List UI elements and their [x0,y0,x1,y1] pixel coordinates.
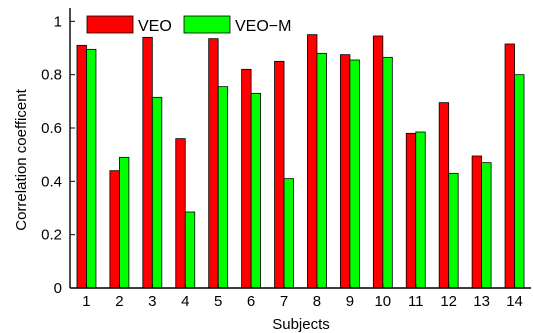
bar-veo-subject-8 [307,34,318,289]
x-tick-label: 5 [214,293,222,310]
legend-label-veo: VEO [138,18,172,35]
bar-veo-m-subject-3 [151,96,163,289]
bar-veo-m-subject-13 [481,162,492,289]
x-tick-label: 11 [408,293,424,310]
y-tick-label: 0.6 [41,120,62,137]
x-tick-label: 14 [506,293,523,310]
x-tick-label: 3 [148,293,156,310]
bar-veo-m-subject-4 [184,211,196,289]
y-tick-label: 0 [54,280,62,297]
y-tick-label: 0.8 [41,67,62,84]
legend-label-veo-m: VEO−M [235,18,291,35]
x-tick-label: 4 [181,293,189,310]
x-tick-label: 10 [374,293,391,310]
bar-veo-m-subject-10 [382,56,393,289]
bar-veo-subject-3 [142,36,153,289]
y-tick-label: 0.2 [41,227,62,244]
bar-veo-subject-2 [109,170,120,289]
bar-veo-subject-7 [274,60,285,289]
y-ticks-group: 0 0.2 0.4 0.6 0.8 1 [41,13,75,297]
bar-veo-m-subject-6 [250,92,262,289]
y-tick-label: 0.4 [41,173,62,190]
bar-veo-subject-12 [438,102,450,289]
bar-veo-subject-11 [405,132,417,289]
x-tick-label: 12 [440,293,457,310]
bar-veo-subject-9 [339,54,351,289]
bars-group [76,34,525,289]
bar-veo-m-subject-7 [283,178,294,289]
x-tick-label: 6 [247,293,255,310]
x-axis-label: Subjects [272,316,330,333]
y-tick-label: 1 [54,13,62,30]
bar-veo-m-subject-5 [217,86,229,289]
bar-veo-subject-4 [175,138,186,289]
y-axis-label: Correlation coefficent [13,88,30,230]
bar-veo-m-subject-9 [349,59,360,289]
bar-veo-subject-6 [241,68,252,289]
axes-group [69,8,531,289]
x-tick-label: 2 [115,293,123,310]
legend-swatch-veo-m [183,15,231,34]
bar-veo-subject-10 [372,35,384,289]
x-tick-label: 8 [313,293,321,310]
legend: VEO VEO−M [86,15,291,35]
bar-veo-subject-14 [504,43,515,289]
bar-veo-subject-5 [208,38,219,289]
bar-veo-m-subject-8 [316,52,327,289]
x-tick-label: 13 [473,293,490,310]
bar-veo-subject-13 [471,155,483,289]
bar-veo-subject-1 [76,44,87,289]
bar-veo-m-subject-14 [514,74,525,289]
x-tick-label: 9 [346,293,354,310]
x-tick-label: 7 [280,293,288,310]
bar-veo-m-subject-1 [86,48,97,289]
bar-veo-m-subject-12 [448,172,459,289]
bar-veo-m-subject-2 [118,156,130,289]
x-ticks-group: 1 2 3 4 5 6 7 8 9 10 11 12 13 14 [82,284,523,310]
legend-swatch-veo [86,15,134,34]
x-tick-label: 1 [82,293,90,310]
bar-veo-m-subject-11 [415,131,426,289]
